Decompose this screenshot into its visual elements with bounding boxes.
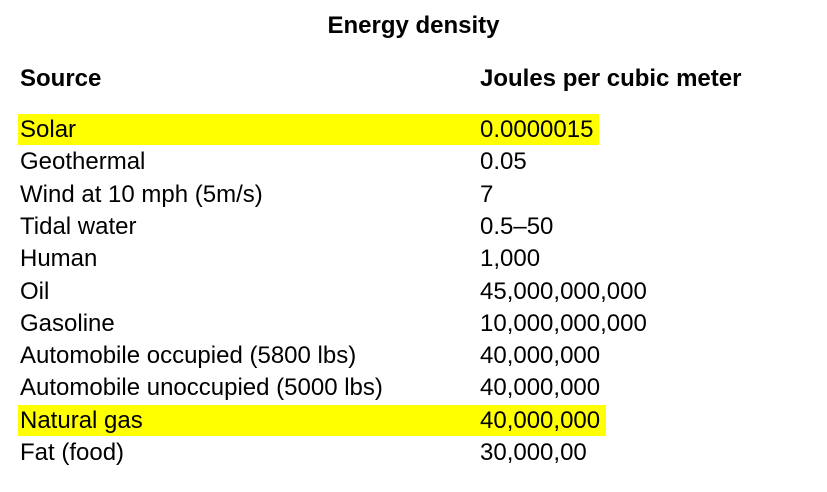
value-cell: 7 <box>480 180 494 208</box>
value-cell: 1,000 <box>480 245 541 273</box>
source-cell: Gasoline <box>20 309 115 337</box>
source-cell: Natural gas <box>18 404 480 436</box>
table-row: Human 1,000 <box>0 243 827 274</box>
table-row: Fat (food) 30,000,00 <box>0 437 827 468</box>
table-row: Wind at 10 mph (5m/s) 7 <box>0 179 827 210</box>
source-cell: Wind at 10 mph (5m/s) <box>20 180 263 208</box>
source-cell: Oil <box>20 277 50 305</box>
table-title: Energy density <box>327 12 500 39</box>
source-cell: Automobile unoccupied (5000 lbs) <box>20 374 383 402</box>
value-cell: 40,000,000 <box>480 342 601 370</box>
table-row: Automobile occupied (5800 lbs) 40,000,000 <box>0 340 827 371</box>
value-cell: 0.05 <box>480 148 527 176</box>
source-cell: Tidal water <box>20 212 137 240</box>
value-cell: 30,000,00 <box>480 439 587 466</box>
table-row: Automobile unoccupied (5000 lbs) 40,000,0… <box>0 372 827 403</box>
value-cell: 10,000,000,000 <box>480 309 647 337</box>
source-cell: Human <box>20 245 98 273</box>
header-cell: Source <box>20 65 102 92</box>
value-cell: 45,000,000,000 <box>480 277 647 305</box>
source-cell: Automobile occupied (5800 lbs) <box>20 342 357 370</box>
value-cell: 0.0000015 <box>480 114 600 145</box>
table-row: Oil 45,000,000,000 <box>0 276 827 307</box>
table-row: Solar 0.0000015 <box>0 114 827 145</box>
value-cell: 40,000,000 <box>480 404 607 436</box>
table-row: Natural gas 40,000,000 <box>0 404 827 436</box>
table-row: Geothermal 0.05 <box>0 146 827 177</box>
table-row: Gasoline 10,000,000,000 <box>0 308 827 339</box>
header-cell: Joules per cubic meter <box>480 65 742 92</box>
table-row: Tidal water 0.5–50 <box>0 211 827 242</box>
value-cell: 40,000,000 <box>480 374 601 402</box>
source-cell: Solar <box>18 114 480 145</box>
source-cell: Geothermal <box>20 148 146 176</box>
source-cell: Fat (food) <box>20 439 125 466</box>
value-cell: 0.5–50 <box>480 212 554 240</box>
header-row: Source Joules per cubic meter <box>0 63 827 94</box>
